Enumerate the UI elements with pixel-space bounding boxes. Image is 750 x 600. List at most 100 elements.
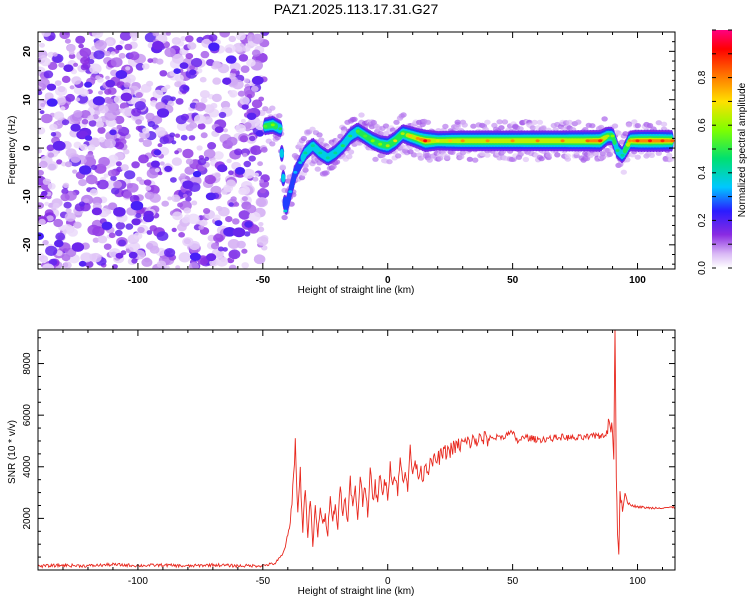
ridge-halo xyxy=(386,159,393,165)
noise-blob xyxy=(254,172,259,177)
noise-blob xyxy=(217,63,230,74)
noise-blob xyxy=(81,118,89,125)
noise-blob xyxy=(93,50,105,60)
noise-blob xyxy=(98,156,110,167)
ridge-halo xyxy=(566,119,573,125)
ridge-point xyxy=(620,153,625,157)
ridge-halo xyxy=(393,119,400,125)
ridge-halo xyxy=(538,156,545,162)
ridge-halo xyxy=(625,122,633,128)
noise-blob xyxy=(83,198,90,204)
ridge-halo xyxy=(461,122,468,128)
noise-blob xyxy=(91,32,104,39)
noise-blob xyxy=(40,102,46,108)
noise-blob xyxy=(164,165,173,172)
ridge-point xyxy=(348,134,353,138)
ridge-halo xyxy=(564,153,571,159)
noise-blob xyxy=(138,138,144,143)
ridge-halo xyxy=(496,119,503,125)
noise-blob xyxy=(89,188,99,196)
noise-blob xyxy=(237,90,246,97)
noise-blob xyxy=(177,223,187,232)
noise-blob xyxy=(228,170,234,176)
noise-blob xyxy=(69,85,75,90)
noise-blob xyxy=(159,70,168,77)
snr-tick-marks xyxy=(37,330,675,571)
x-tick-label: 50 xyxy=(507,576,519,587)
ridge-point xyxy=(628,139,632,143)
noise-blob xyxy=(134,101,146,111)
noise-blob xyxy=(211,93,222,103)
noise-blob xyxy=(63,261,72,269)
noise-blob xyxy=(180,173,186,179)
x-tick-label: 100 xyxy=(629,576,646,587)
ridge-halo xyxy=(498,125,505,131)
noise-blob xyxy=(242,168,255,179)
noise-blob xyxy=(226,136,238,146)
noise-blob xyxy=(200,97,208,104)
noise-blob xyxy=(196,145,203,151)
noise-blob xyxy=(146,230,153,235)
noise-blob xyxy=(225,216,233,223)
noise-blob xyxy=(56,159,63,165)
noise-blob xyxy=(129,32,139,39)
noise-blob xyxy=(68,50,75,55)
ridge-point xyxy=(660,139,665,143)
colorbar-tick-label: 0.4 xyxy=(697,165,708,179)
noise-blob xyxy=(238,187,247,196)
noise-blob xyxy=(80,252,93,263)
noise-blob xyxy=(259,179,265,184)
noise-blob xyxy=(200,132,208,139)
ridge-point xyxy=(635,139,640,143)
noise-blob xyxy=(80,63,89,71)
noise-blob xyxy=(135,213,142,219)
ridge-halo xyxy=(592,151,599,157)
noise-blob xyxy=(228,249,241,260)
snr-y-axis-label: SNR (10 * v/v) xyxy=(7,420,18,484)
noise-blob xyxy=(226,158,232,164)
noise-blob xyxy=(144,191,155,200)
noise-blob xyxy=(119,40,125,45)
noise-blob xyxy=(189,252,201,261)
ridge-halo xyxy=(517,126,524,132)
noise-blob xyxy=(255,197,268,208)
ridge-halo xyxy=(531,119,538,125)
noise-blob xyxy=(185,124,194,132)
noise-blob xyxy=(104,50,111,57)
ridge-halo xyxy=(323,170,330,176)
noise-blob xyxy=(42,239,49,246)
noise-blob xyxy=(46,161,58,171)
ridge-halo xyxy=(314,166,321,172)
noise-blob xyxy=(73,141,82,149)
noise-blob xyxy=(228,90,238,98)
noise-blob xyxy=(128,51,140,61)
noise-blob xyxy=(171,194,181,203)
ridge-halo xyxy=(540,125,547,132)
ridge-point xyxy=(585,139,590,143)
noise-blob xyxy=(42,178,51,185)
ridge-band xyxy=(279,148,284,158)
noise-blob xyxy=(251,49,261,57)
noise-blob xyxy=(230,68,237,74)
noise-blob xyxy=(213,214,221,221)
noise-blob xyxy=(61,188,69,195)
noise-blob xyxy=(214,172,221,178)
ridge-halo xyxy=(424,119,432,125)
noise-blob xyxy=(164,47,176,58)
ridge-halo xyxy=(437,155,444,161)
ridge-halo xyxy=(484,119,491,125)
noise-blob xyxy=(58,62,65,68)
noise-blob xyxy=(243,78,250,84)
y-tick-label: 2000 xyxy=(22,507,33,530)
noise-blob xyxy=(54,239,64,248)
ridge-point xyxy=(288,190,293,194)
noise-blob xyxy=(97,235,108,244)
noise-blob xyxy=(251,33,264,45)
ridge-halo xyxy=(458,154,465,160)
noise-blob xyxy=(44,92,54,100)
noise-blob xyxy=(90,164,98,171)
ridge-halo xyxy=(276,113,283,119)
noise-blob xyxy=(38,202,44,209)
ridge-halo xyxy=(318,137,325,143)
noise-blob xyxy=(222,128,228,133)
